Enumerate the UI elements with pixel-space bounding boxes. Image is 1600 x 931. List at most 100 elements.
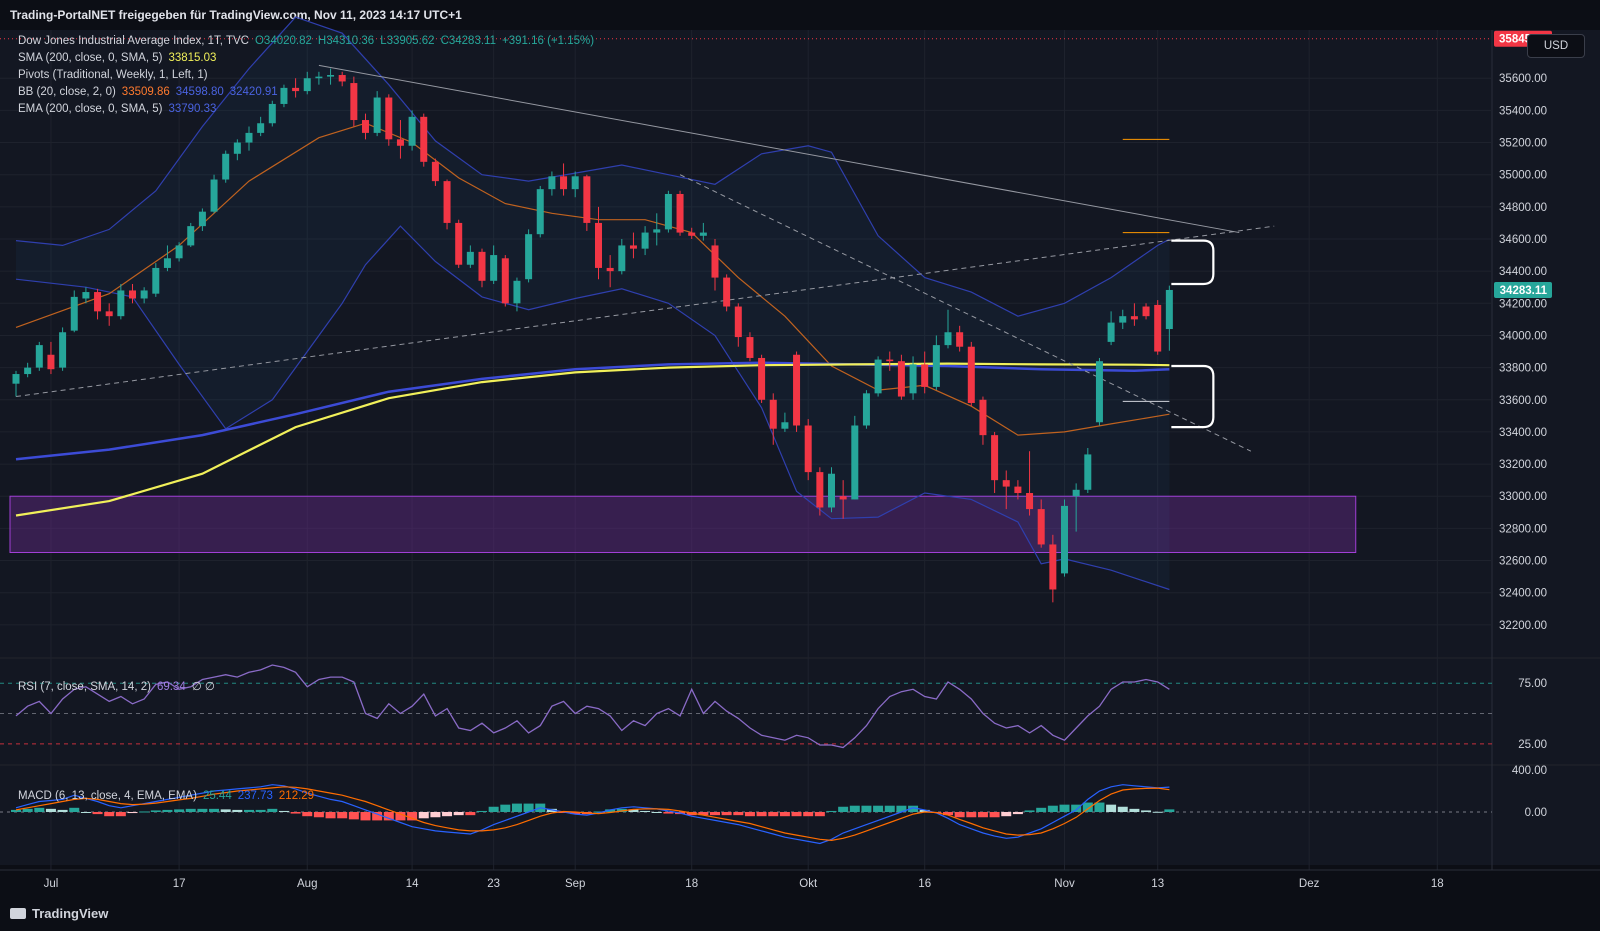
- macd-hist-bar: [908, 805, 919, 812]
- candle-body: [909, 364, 917, 394]
- candle: [303, 71, 311, 95]
- macd-hist-bar: [523, 803, 534, 812]
- candle: [1061, 499, 1068, 577]
- time-tick-label: Aug: [297, 878, 317, 890]
- legend-rsi-row: RSI (7, close, SMA, 14, 2) 69.34 ∅ ∅: [18, 679, 221, 693]
- candle: [1026, 451, 1034, 516]
- macd-hist-bar: [593, 811, 604, 813]
- candle-body: [862, 393, 870, 426]
- macd-hist-bar: [977, 812, 988, 818]
- sma200-line: [15, 362, 1170, 517]
- macd-hist-bar: [407, 812, 418, 821]
- candle-body: [711, 245, 719, 278]
- candle-body: [967, 346, 975, 403]
- candle-body: [932, 345, 940, 387]
- macd-hist-bar: [313, 812, 324, 818]
- candle-body: [828, 473, 835, 508]
- legend-bb-row: BB (20, close, 2, 0) 33509.86 34598.80 3242…: [18, 86, 284, 98]
- candle: [362, 113, 369, 140]
- price-badge-label: 34283.11: [1500, 285, 1548, 297]
- candle-body: [315, 76, 323, 79]
- candle-body: [874, 359, 882, 394]
- candle: [991, 431, 999, 494]
- support-zone-rect: [9, 495, 1357, 554]
- candle: [979, 396, 987, 445]
- candle: [862, 390, 870, 429]
- candle: [396, 120, 404, 159]
- macd-hist-bar: [849, 805, 860, 812]
- candle: [24, 362, 32, 378]
- macd-hist-bar: [372, 812, 383, 821]
- currency-button[interactable]: USD: [1527, 34, 1585, 58]
- candle: [315, 71, 323, 85]
- candle: [629, 232, 637, 259]
- candle: [723, 274, 731, 312]
- candle-body: [187, 226, 195, 246]
- candle: [1002, 470, 1010, 510]
- candle: [560, 163, 568, 196]
- candle-body: [408, 116, 416, 146]
- candle: [583, 174, 591, 231]
- candle-body: [478, 251, 486, 281]
- candle: [129, 284, 136, 304]
- price-tick-label: 32200.00: [1499, 620, 1547, 632]
- candle-body: [163, 258, 171, 268]
- candle-body: [327, 75, 335, 77]
- candle-body: [513, 280, 521, 304]
- candle-body: [198, 211, 206, 227]
- macd-hist-bar: [989, 812, 1000, 818]
- candle-body: [1002, 480, 1010, 487]
- candle: [431, 158, 439, 186]
- candle-body: [268, 103, 276, 124]
- macd-hist-bar: [500, 804, 511, 812]
- candle-body: [129, 290, 136, 299]
- candle-body: [991, 435, 999, 481]
- candle-body: [396, 139, 404, 146]
- price-axis: 35600.00 35400.00 35200.00 35000.00 34800.00…: [0, 30, 1552, 632]
- candle: [595, 206, 602, 280]
- legend-sma-label: SMA (200, close, 0, SMA, 5): [18, 52, 163, 64]
- macd-hist-bar: [791, 812, 802, 817]
- candle-body: [257, 123, 265, 133]
- candle: [956, 325, 964, 352]
- candle: [140, 287, 148, 304]
- candle-body: [210, 179, 218, 212]
- candle: [210, 174, 218, 214]
- macd-hist-bar: [733, 812, 744, 816]
- price-tick-label: 32800.00: [1499, 523, 1547, 535]
- trendline-2: [679, 174, 1252, 452]
- candle: [233, 139, 241, 161]
- legend-macd-signal: 212.29: [278, 790, 315, 802]
- macd-hist-bar: [185, 808, 196, 812]
- trendline-0: [318, 64, 1240, 234]
- price-tick-label: 34600.00: [1499, 234, 1547, 246]
- candle-body: [443, 181, 451, 223]
- bracket-0: [1171, 239, 1215, 286]
- candle: [932, 335, 940, 391]
- tradingview-logo[interactable]: TradingView: [10, 906, 108, 921]
- candle: [222, 150, 230, 183]
- trendline-1: [15, 225, 1275, 398]
- chart-share-title: Trading-PortalNET freigegeben für Tradin…: [10, 8, 462, 22]
- price-tick-label: 33400.00: [1499, 427, 1547, 439]
- price-tick-label: 32400.00: [1499, 588, 1547, 600]
- candle: [897, 354, 905, 400]
- candle-body: [804, 425, 812, 473]
- candle: [280, 84, 288, 108]
- candle-body: [362, 120, 369, 133]
- macd-hist-bar: [1152, 811, 1163, 813]
- candle: [804, 419, 812, 481]
- price-badge-bg: [1494, 281, 1552, 298]
- candle: [1014, 480, 1022, 500]
- macd-hist-bar: [1082, 802, 1093, 812]
- candle-body: [1142, 306, 1150, 317]
- legend-bb-upper: 34598.80: [175, 86, 224, 98]
- macd-hist-bar: [1024, 810, 1035, 812]
- macd-hist-bar: [197, 808, 208, 812]
- candle-body: [501, 258, 509, 304]
- candle: [711, 239, 719, 291]
- macd-hist-bar: [570, 812, 581, 815]
- macd-hist-bar: [1094, 802, 1105, 812]
- macd-hist-bar: [477, 810, 487, 812]
